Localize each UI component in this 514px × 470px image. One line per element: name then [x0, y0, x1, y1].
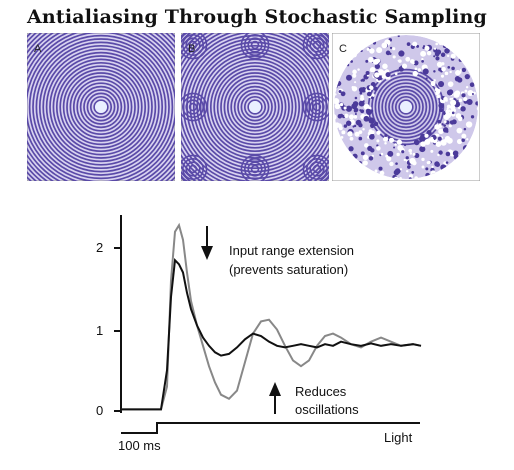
- panel-letter-c: C: [339, 43, 347, 55]
- up-arrow-head: [269, 382, 281, 396]
- stimulus-trace: [121, 422, 420, 434]
- series-grey-line: [121, 222, 422, 411]
- panel-a-pattern: A: [27, 33, 175, 181]
- annotation-bottom-line2: oscillations: [295, 402, 359, 417]
- series-black-line: [121, 257, 422, 411]
- zone-plate-regular: [27, 33, 175, 181]
- annotation-top-line2: (prevents saturation): [229, 262, 349, 277]
- ytick-label-2: 2: [96, 240, 104, 255]
- annotation-top-line1: Input range extension: [229, 243, 355, 258]
- down-arrow-head: [201, 246, 213, 260]
- ytick-label-1: 1: [96, 323, 104, 338]
- panel-letter-b: B: [188, 43, 196, 55]
- panel-letter-a: A: [34, 43, 42, 55]
- panel-b-pattern: B: [181, 33, 329, 181]
- annotation-bottom-line1: Reduces: [295, 384, 347, 399]
- zone-plate-stochastic: [332, 33, 480, 181]
- ytick-label-0: 0: [96, 403, 104, 418]
- time-scale-label: 100 ms: [118, 438, 161, 453]
- page-title: Antialiasing Through Stochastic Sampling: [26, 6, 488, 28]
- panel-c-pattern: C: [332, 33, 480, 181]
- stimulus-label: Light: [384, 430, 413, 445]
- zone-plate-aliased: [181, 33, 329, 181]
